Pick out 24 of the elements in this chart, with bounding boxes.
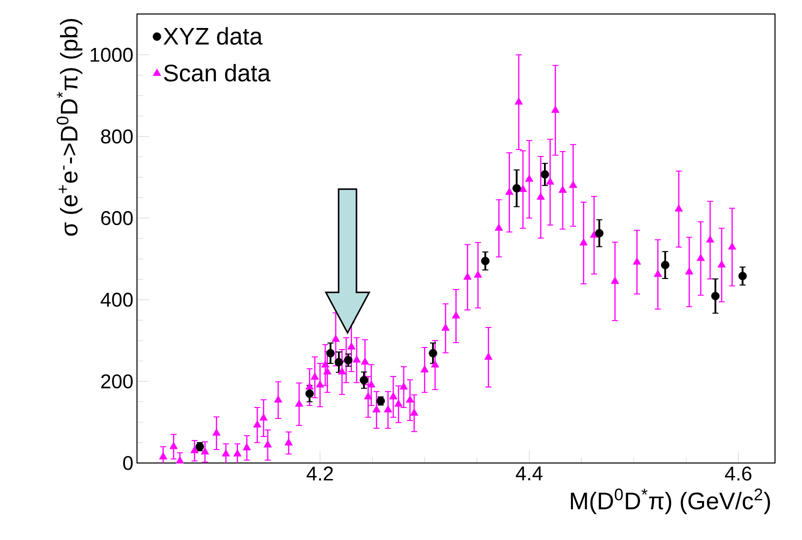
- point: [711, 292, 720, 300]
- point: [481, 256, 490, 266]
- y-tick-label: 600: [101, 211, 133, 226]
- point: [660, 260, 670, 270]
- point: [326, 349, 335, 358]
- x-tick-label: 4.4: [516, 466, 542, 480]
- point: [512, 184, 521, 192]
- point: [595, 228, 604, 238]
- legend-label: Scan data: [164, 64, 271, 82]
- y-tick-label: 200: [101, 374, 133, 388]
- y-tick-label: 800: [101, 129, 133, 144]
- x-tick-label: 4.2: [306, 466, 333, 480]
- legend-label: XYZ data: [163, 27, 263, 45]
- y-tick-label: 400: [100, 292, 133, 307]
- text: σ (e$^{+}$e$^{-}$->D$^{0}$D$^{*}$π) (pb): [56, 19, 82, 236]
- y-tick-label: 0: [123, 456, 133, 470]
- point: [305, 389, 314, 398]
- y-tick-label: 1000: [90, 48, 133, 62]
- x-tick-label: 4.6: [725, 466, 752, 481]
- point: [738, 272, 747, 280]
- point: [428, 349, 438, 358]
- point: [334, 358, 344, 366]
- x-axis-title: M(D$^{0}$D$^{*}$π) (GeV/c$^{2}$): [570, 488, 770, 514]
- point: [540, 170, 550, 179]
